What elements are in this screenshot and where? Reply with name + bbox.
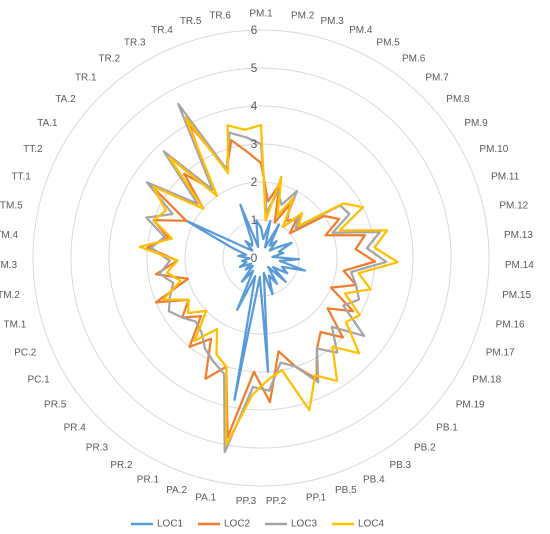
legend-label: LOC3	[291, 519, 318, 530]
category-label: PP.2	[266, 496, 287, 507]
category-label: PR.3	[86, 443, 109, 454]
category-label: TM.4	[0, 230, 18, 241]
grid-circle	[32, 29, 490, 487]
category-label: PM.10	[479, 144, 508, 155]
category-label: PM.6	[402, 53, 426, 64]
y-tick-label: 4	[251, 99, 258, 113]
y-tick-label: 3	[251, 137, 258, 151]
category-label: PM.16	[496, 319, 525, 330]
category-label: TM.1	[4, 319, 27, 330]
grid-circle	[108, 105, 414, 411]
legend-label: LOC4	[358, 519, 385, 530]
category-label: PB.5	[335, 485, 357, 496]
category-label: PM.3	[321, 16, 345, 27]
category-label: TR.6	[209, 10, 231, 21]
category-label: PP.1	[306, 492, 327, 503]
category-label: PM.11	[491, 172, 520, 183]
category-label: PM.2	[291, 10, 315, 21]
category-label: TR.5	[180, 16, 202, 27]
category-label: PC.1	[27, 375, 50, 386]
category-label: PM.18	[472, 375, 501, 386]
series-line	[185, 203, 307, 402]
category-label: TR.3	[124, 38, 146, 49]
y-tick-label: 2	[251, 175, 258, 189]
category-label: PB.4	[363, 474, 385, 485]
category-label: PM.4	[349, 25, 373, 36]
category-label: PM.14	[505, 260, 534, 271]
category-label: PM.8	[446, 94, 470, 105]
category-label: PR.5	[44, 400, 67, 411]
category-label: PM.17	[486, 348, 515, 359]
y-tick-label: 1	[251, 213, 258, 227]
category-label: PM.19	[456, 400, 485, 411]
category-label: PA.1	[195, 492, 216, 503]
category-label: TT.1	[11, 172, 31, 183]
y-tick-label: 6	[251, 23, 258, 37]
category-label: TR.4	[151, 25, 173, 36]
category-label: PM.15	[502, 290, 531, 301]
category-label: TM.2	[0, 290, 20, 301]
legend-label: LOC2	[224, 519, 251, 530]
category-label: PM.5	[376, 38, 400, 49]
category-label: PM.13	[504, 230, 533, 241]
category-label: PR.4	[64, 422, 87, 433]
category-label: PM.7	[425, 72, 449, 83]
category-label: PC.2	[14, 348, 37, 359]
category-label: TA.2	[55, 94, 76, 105]
category-label: TR.1	[75, 72, 97, 83]
category-label: PB.2	[414, 443, 436, 454]
category-label: PP.3	[236, 496, 257, 507]
grid-circle	[70, 67, 452, 449]
category-label: PR.2	[110, 460, 133, 471]
category-label: PM.9	[464, 118, 488, 129]
category-label: PB.3	[389, 460, 411, 471]
grid-circle	[184, 181, 338, 335]
category-label: PA.2	[166, 485, 187, 496]
category-label: PM.1	[249, 9, 273, 20]
category-label: PM.12	[499, 200, 528, 211]
legend-label: LOC1	[157, 519, 184, 530]
category-label: TT.2	[23, 144, 43, 155]
series-line	[138, 116, 399, 446]
category-label: PB.1	[436, 422, 458, 433]
category-label: TR.2	[98, 53, 120, 64]
y-tick-label: 0	[251, 251, 258, 265]
category-label: TA.1	[37, 118, 58, 129]
category-label: TM.3	[0, 260, 18, 271]
category-label: PR.1	[137, 474, 160, 485]
category-label: TM.5	[0, 200, 23, 211]
y-tick-label: 5	[251, 61, 258, 75]
